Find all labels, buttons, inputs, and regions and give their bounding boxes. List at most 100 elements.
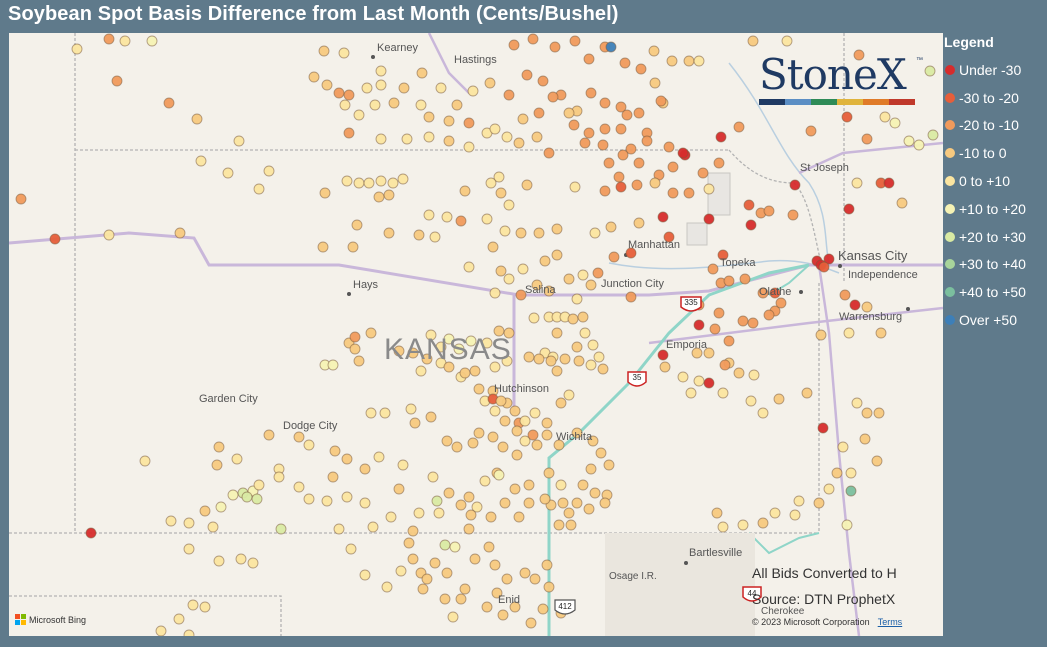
basis-marker[interactable] [605, 41, 617, 53]
basis-marker[interactable] [383, 227, 395, 239]
basis-marker[interactable] [417, 583, 429, 595]
basis-marker[interactable] [183, 517, 195, 529]
basis-marker[interactable] [747, 317, 759, 329]
basis-marker[interactable] [519, 567, 531, 579]
basis-marker[interactable] [453, 343, 465, 355]
basis-marker[interactable] [585, 87, 597, 99]
basis-marker[interactable] [443, 333, 455, 345]
basis-marker[interactable] [667, 187, 679, 199]
basis-marker[interactable] [599, 97, 611, 109]
basis-marker[interactable] [563, 273, 575, 285]
basis-marker[interactable] [587, 339, 599, 351]
basis-marker[interactable] [451, 441, 463, 453]
basis-marker[interactable] [338, 47, 350, 59]
basis-marker[interactable] [573, 355, 585, 367]
basis-marker[interactable] [896, 197, 908, 209]
basis-marker[interactable] [599, 497, 611, 509]
basis-marker[interactable] [529, 407, 541, 419]
basis-marker[interactable] [431, 495, 443, 507]
basis-marker[interactable] [487, 241, 499, 253]
basis-marker[interactable] [543, 285, 555, 297]
basis-marker[interactable] [533, 353, 545, 365]
basis-marker[interactable] [563, 507, 575, 519]
basis-marker[interactable] [545, 355, 557, 367]
basis-marker[interactable] [443, 115, 455, 127]
basis-marker[interactable] [523, 497, 535, 509]
basis-marker[interactable] [421, 573, 433, 585]
basis-marker[interactable] [789, 509, 801, 521]
basis-marker[interactable] [435, 82, 447, 94]
basis-marker[interactable] [341, 453, 353, 465]
basis-marker[interactable] [757, 287, 769, 299]
basis-marker[interactable] [373, 191, 385, 203]
basis-marker[interactable] [493, 171, 505, 183]
basis-marker[interactable] [823, 253, 835, 265]
basis-marker[interactable] [441, 567, 453, 579]
basis-marker[interactable] [525, 617, 537, 629]
basis-marker[interactable] [385, 511, 397, 523]
basis-marker[interactable] [183, 629, 195, 636]
basis-marker[interactable] [503, 273, 515, 285]
basis-marker[interactable] [499, 415, 511, 427]
basis-marker[interactable] [551, 249, 563, 261]
basis-marker[interactable] [577, 479, 589, 491]
basis-marker[interactable] [565, 519, 577, 531]
bing-attribution[interactable]: Microsoft Bing [15, 614, 86, 625]
basis-marker[interactable] [341, 491, 353, 503]
basis-marker[interactable] [683, 187, 695, 199]
basis-marker[interactable] [745, 219, 757, 231]
basis-marker[interactable] [421, 353, 433, 365]
basis-marker[interactable] [103, 229, 115, 241]
basis-marker[interactable] [763, 309, 775, 321]
basis-marker[interactable] [747, 35, 759, 47]
basis-marker[interactable] [517, 263, 529, 275]
basis-marker[interactable] [275, 523, 287, 535]
basis-marker[interactable] [781, 35, 793, 47]
basis-marker[interactable] [817, 422, 829, 434]
basis-marker[interactable] [763, 205, 775, 217]
basis-marker[interactable] [489, 123, 501, 135]
basis-marker[interactable] [861, 301, 873, 313]
basis-marker[interactable] [481, 601, 493, 613]
basis-marker[interactable] [484, 77, 496, 89]
basis-marker[interactable] [503, 199, 515, 211]
basis-marker[interactable] [395, 565, 407, 577]
basis-marker[interactable] [517, 113, 529, 125]
basis-marker[interactable] [528, 312, 540, 324]
basis-marker[interactable] [353, 109, 365, 121]
basis-marker[interactable] [165, 515, 177, 527]
basis-marker[interactable] [883, 177, 895, 189]
basis-marker[interactable] [583, 503, 595, 515]
basis-marker[interactable] [199, 601, 211, 613]
basis-marker[interactable] [343, 127, 355, 139]
basis-marker[interactable] [631, 179, 643, 191]
basis-marker[interactable] [497, 441, 509, 453]
basis-marker[interactable] [633, 157, 645, 169]
basis-marker[interactable] [615, 123, 627, 135]
basis-marker[interactable] [677, 371, 689, 383]
basis-marker[interactable] [775, 297, 787, 309]
basis-marker[interactable] [473, 427, 485, 439]
basis-marker[interactable] [363, 177, 375, 189]
basis-marker[interactable] [163, 97, 175, 109]
basis-marker[interactable] [501, 573, 513, 585]
basis-marker[interactable] [719, 359, 731, 371]
basis-marker[interactable] [617, 149, 629, 161]
basis-marker[interactable] [737, 519, 749, 531]
basis-marker[interactable] [423, 111, 435, 123]
basis-marker[interactable] [577, 269, 589, 281]
basis-marker[interactable] [787, 209, 799, 221]
basis-marker[interactable] [416, 67, 428, 79]
basis-marker[interactable] [879, 111, 891, 123]
basis-marker[interactable] [555, 479, 567, 491]
basis-marker[interactable] [329, 445, 341, 457]
basis-marker[interactable] [15, 193, 27, 205]
basis-marker[interactable] [215, 501, 227, 513]
basis-marker[interactable] [499, 497, 511, 509]
basis-marker[interactable] [843, 203, 855, 215]
basis-marker[interactable] [423, 209, 435, 221]
basis-marker[interactable] [789, 179, 801, 191]
basis-marker[interactable] [543, 147, 555, 159]
basis-marker[interactable] [773, 393, 785, 405]
basis-marker[interactable] [861, 407, 873, 419]
